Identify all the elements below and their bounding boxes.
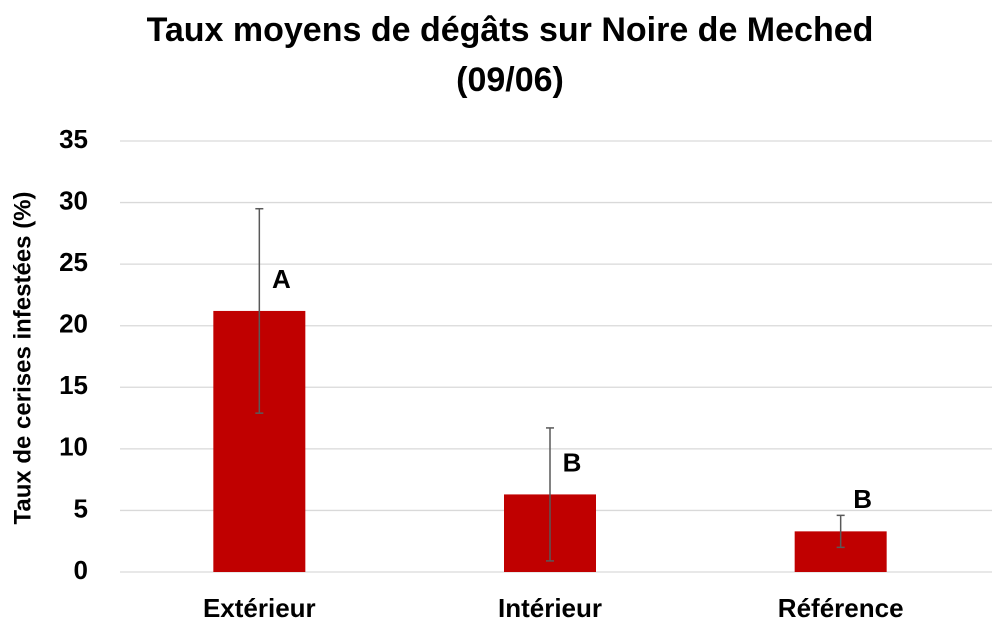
x-tick-label: Extérieur bbox=[203, 593, 316, 623]
y-axis-label: Taux de cerises infestées (%) bbox=[9, 191, 36, 524]
y-tick-label: 30 bbox=[59, 185, 88, 215]
y-tick-label: 10 bbox=[59, 432, 88, 462]
x-tick-label: Intérieur bbox=[498, 593, 602, 623]
significance-letter: B bbox=[563, 447, 582, 477]
error-bar bbox=[255, 207, 264, 414]
y-tick-label: 5 bbox=[74, 493, 88, 523]
y-tick-label: 20 bbox=[59, 309, 88, 339]
error-bar bbox=[546, 427, 554, 562]
y-tick-label: 25 bbox=[59, 247, 88, 277]
significance-letter: A bbox=[272, 264, 291, 294]
x-tick-label: Référence bbox=[778, 593, 904, 623]
chart-title: (09/06) bbox=[456, 61, 564, 99]
y-tick-label: 15 bbox=[59, 370, 88, 400]
y-tick-label: 35 bbox=[59, 124, 88, 154]
significance-letter: B bbox=[853, 484, 872, 514]
y-tick-label: 0 bbox=[74, 555, 88, 585]
chart-title: Taux moyens de dégâts sur Noire de Meche… bbox=[147, 11, 874, 49]
error-bar bbox=[836, 514, 845, 549]
